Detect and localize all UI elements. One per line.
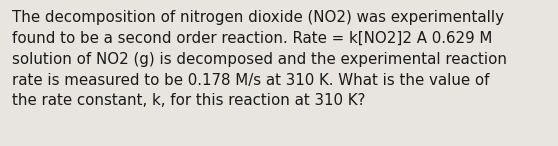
Text: The decomposition of nitrogen dioxide (NO2) was experimentally
found to be a sec: The decomposition of nitrogen dioxide (N… — [12, 10, 507, 108]
